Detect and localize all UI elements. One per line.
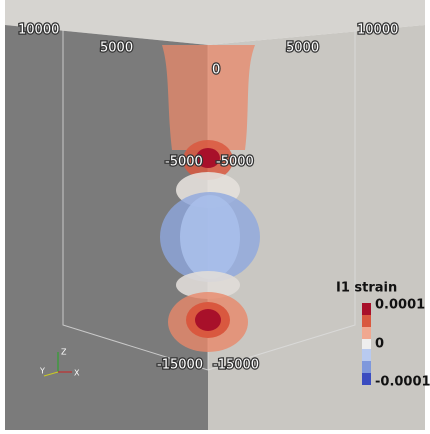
ceiling [5, 0, 425, 45]
legend-title: I1 strain [336, 281, 397, 296]
axis-label: -15000 [157, 358, 203, 373]
orientation-axes: Z Y X [39, 348, 80, 378]
strain-isosurfaces [160, 45, 260, 352]
legend-label: 0 [375, 337, 384, 352]
axis-label: 5000 [286, 41, 319, 56]
legend-label: -0.0001 [375, 375, 430, 390]
axis-label: -15000 [213, 358, 259, 373]
axis-label: 5000 [100, 41, 133, 56]
orientation-label: Z [61, 348, 67, 357]
axis-label: 10000 [18, 23, 59, 38]
axis-label: -5000 [216, 155, 254, 170]
left-wall [5, 25, 208, 430]
axis-label: -5000 [165, 155, 203, 170]
orientation-label: X [74, 369, 80, 378]
orientation-label: Y [39, 367, 45, 376]
axis-label: 10000 [357, 23, 398, 38]
legend-label: 0.0001 [375, 298, 425, 313]
color-bar [362, 303, 371, 385]
axis-label: 0 [212, 63, 220, 78]
